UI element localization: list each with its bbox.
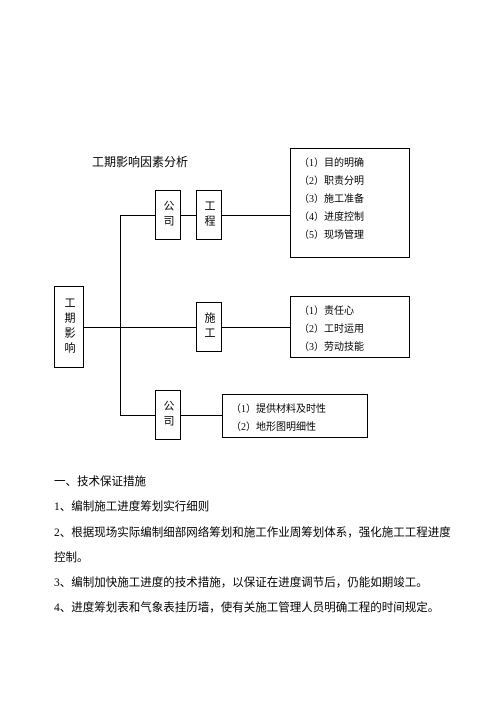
root-label: 工期影响 — [61, 297, 77, 357]
r1-i4: （4）进度控制 — [299, 209, 401, 227]
right-box-1: （1）目的明确 （2）职责分明 （3）施工准备 （4）进度控制 （5）现场管理 — [290, 148, 410, 258]
body-p3: 3、编制加快施工进度的技术措施，以保证在进度调节后，仍能如期竣工。 — [54, 571, 454, 596]
conn-root-stub — [84, 327, 120, 328]
mid-label-c: 施工 — [201, 312, 217, 342]
mid-node-c: 施工 — [196, 302, 222, 352]
r1-i5: （5）现场管理 — [299, 227, 401, 245]
conn-b-r1 — [222, 215, 290, 216]
r2-i1: （1）责任心 — [299, 303, 401, 321]
r1-i3: （3）施工准备 — [299, 191, 401, 209]
r2-i3: （3）劳动技能 — [299, 339, 401, 357]
mid-label-a: 公司 — [160, 200, 176, 230]
body-p2: 2、根据现场实际编制细部网络筹划和施工作业周筹划体系，强化施工工程进度控制。 — [54, 521, 454, 572]
body-text: 一、技术保证措施 1、编制施工进度筹划实行细则 2、根据现场实际编制细部网络筹划… — [54, 470, 454, 622]
diagram-title: 工期影响因素分析 — [92, 153, 188, 170]
body-p4: 4、进度筹划表和气象表挂历墙，使有关施工管理人员明确工程的时间规定。 — [54, 596, 454, 621]
mid-label-b: 工程 — [201, 200, 217, 230]
root-node: 工期影响 — [54, 286, 84, 368]
mid-node-d: 公司 — [155, 390, 181, 440]
right-box-2: （1）责任心 （2）工时运用 （3）劳动技能 — [290, 296, 410, 358]
conn-a-b — [181, 215, 196, 216]
r3-i1: （1）提供材料及时性 — [231, 401, 359, 419]
r2-i2: （2）工时运用 — [299, 321, 401, 339]
conn-bus-d — [120, 415, 155, 416]
body-heading: 一、技术保证措施 — [54, 470, 454, 495]
conn-c-r2 — [222, 327, 290, 328]
mid-label-d: 公司 — [160, 400, 176, 430]
conn-bus-c — [120, 327, 196, 328]
right-box-3: （1）提供材料及时性 （2）地形图明细性 — [222, 394, 368, 438]
conn-bus-a — [120, 215, 155, 216]
conn-bus — [120, 215, 121, 415]
r3-i2: （2）地形图明细性 — [231, 419, 359, 437]
r1-i1: （1）目的明确 — [299, 155, 401, 173]
r1-i2: （2）职责分明 — [299, 173, 401, 191]
conn-d-r3 — [181, 415, 222, 416]
mid-node-a: 公司 — [155, 190, 181, 240]
mid-node-b: 工程 — [196, 190, 222, 240]
body-p1: 1、编制施工进度筹划实行细则 — [54, 495, 454, 520]
